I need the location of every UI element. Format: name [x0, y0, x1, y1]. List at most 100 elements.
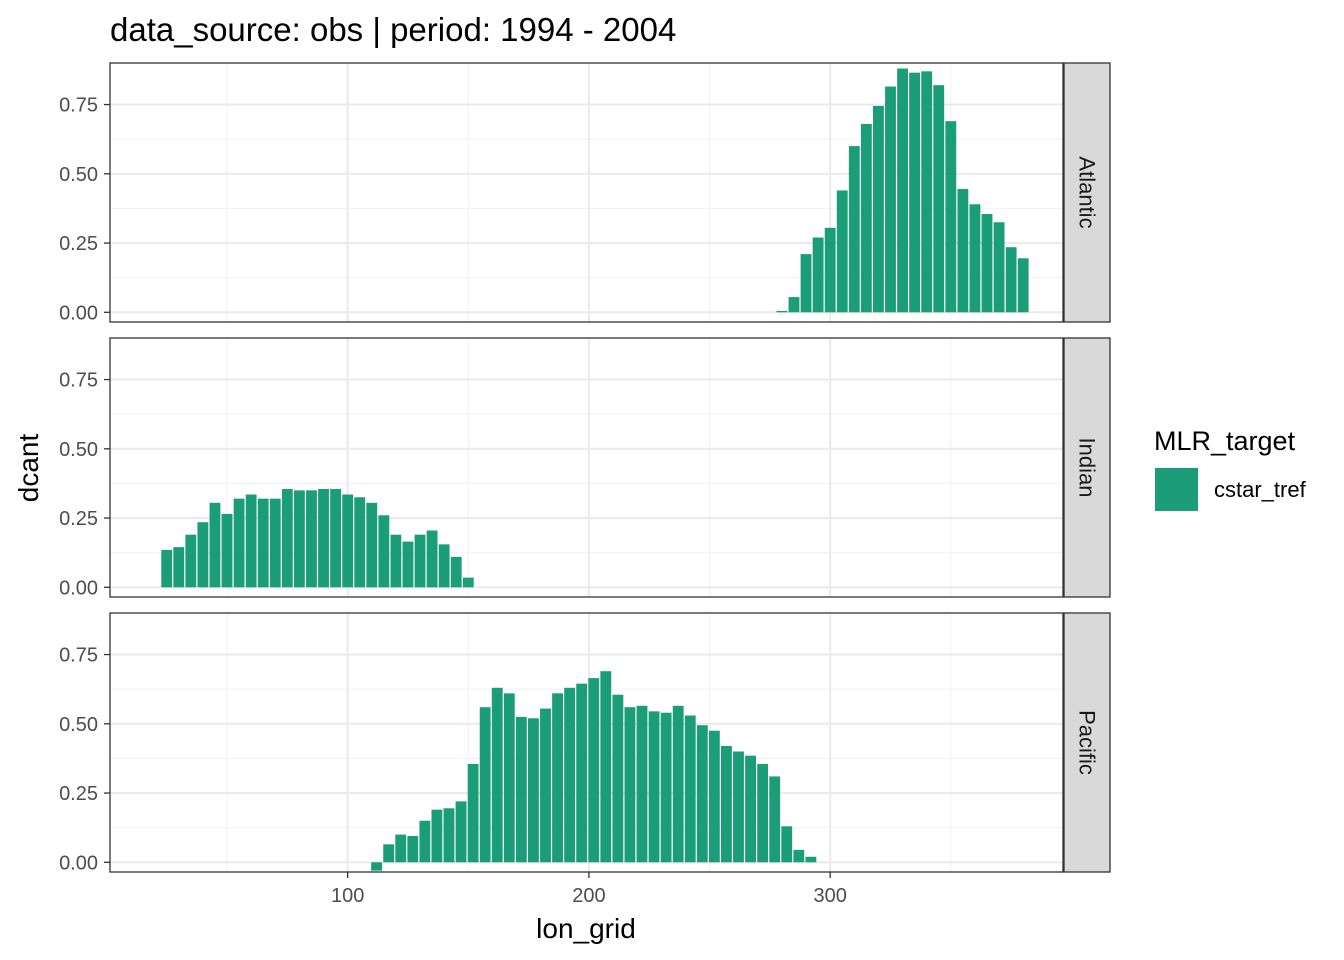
bar — [395, 834, 407, 863]
bar — [330, 488, 342, 588]
bar — [269, 498, 281, 588]
bar — [426, 530, 438, 588]
facet-strip-indian: Indian — [1063, 337, 1111, 598]
legend: MLR_target cstar_tref — [1154, 426, 1307, 511]
panel-pacific: 0.00 0.25 0.50 0.75 Pacific — [59, 612, 1111, 874]
bar — [197, 522, 209, 588]
bar — [527, 718, 539, 863]
y-axis-indian: 0.00 0.25 0.50 0.75 — [59, 370, 110, 599]
x-tick-label: 300 — [813, 885, 846, 907]
bar — [612, 694, 624, 863]
panel-atlantic: 0.00 0.25 0.50 0.75 Atlantic — [59, 62, 1111, 324]
bar — [788, 297, 800, 313]
bar — [576, 683, 588, 863]
bar — [390, 534, 402, 588]
x-axis: 100 200 300 — [331, 872, 847, 907]
bar — [233, 498, 245, 588]
bar — [696, 725, 708, 863]
bar — [909, 72, 921, 313]
bar — [684, 715, 696, 863]
bar — [921, 71, 933, 313]
chart-title: data_source: obs | period: 1994 - 2004 — [110, 11, 676, 48]
y-axis-atlantic: 0.00 0.25 0.50 0.75 — [59, 95, 110, 324]
bar — [757, 763, 769, 863]
bar — [431, 809, 443, 863]
x-axis-label: lon_grid — [536, 913, 636, 944]
facet-strip-pacific: Pacific — [1063, 612, 1111, 873]
bar — [221, 513, 233, 588]
y-tick-label: 0.00 — [59, 302, 98, 324]
bar — [781, 826, 793, 863]
bar — [1017, 258, 1029, 313]
bar — [462, 577, 474, 588]
bar — [745, 755, 756, 863]
bar — [552, 693, 563, 863]
legend-title: MLR_target — [1154, 426, 1296, 456]
facet-strip-atlantic: Atlantic — [1063, 62, 1111, 323]
bar — [848, 146, 860, 313]
bar — [443, 808, 455, 863]
bar — [161, 549, 173, 588]
bar — [897, 68, 908, 313]
bar — [185, 534, 197, 588]
bars-pacific — [371, 671, 817, 871]
bar — [491, 687, 503, 863]
bar — [354, 497, 366, 588]
legend-key — [1155, 468, 1198, 511]
bar — [733, 751, 744, 863]
bar — [419, 820, 431, 863]
bar — [648, 711, 660, 863]
y-tick-label: 0.25 — [59, 233, 98, 255]
bar — [933, 85, 945, 313]
y-axis-label: dcant — [13, 434, 44, 503]
bar — [805, 856, 817, 863]
bar — [366, 502, 378, 588]
gridlines — [110, 338, 1063, 597]
bar — [957, 189, 969, 313]
bar — [769, 776, 781, 863]
x-tick-label: 200 — [572, 885, 605, 907]
y-tick-label: 0.50 — [59, 164, 98, 186]
bar — [636, 705, 648, 863]
bar — [378, 515, 390, 588]
bar — [672, 705, 684, 863]
bar — [600, 671, 612, 863]
bar — [793, 849, 805, 863]
bars-indian — [161, 488, 474, 588]
bar — [873, 105, 884, 313]
y-tick-label: 0.00 — [59, 577, 98, 599]
bar — [467, 763, 479, 863]
bar — [540, 708, 551, 863]
bar — [318, 488, 329, 588]
bar — [293, 490, 305, 588]
bar — [885, 86, 896, 313]
bar — [860, 123, 872, 313]
bar — [800, 254, 812, 313]
facet-label: Pacific — [1075, 710, 1100, 775]
x-tick-label: 100 — [331, 885, 364, 907]
bar — [564, 687, 576, 863]
bar — [342, 494, 354, 588]
bar — [776, 310, 788, 313]
y-tick-label: 0.75 — [59, 370, 98, 392]
bar — [450, 556, 462, 588]
bar — [503, 693, 515, 863]
bar — [721, 745, 732, 863]
bar — [836, 190, 848, 313]
bar — [438, 544, 450, 588]
bar — [812, 237, 824, 313]
bar — [209, 502, 221, 588]
bar — [515, 716, 527, 863]
facet-label: Atlantic — [1075, 156, 1100, 228]
y-tick-label: 0.75 — [59, 95, 98, 117]
bar — [993, 222, 1005, 313]
facet-label: Indian — [1075, 438, 1100, 498]
bar — [306, 490, 317, 588]
bar — [945, 121, 957, 313]
y-tick-label: 0.25 — [59, 508, 98, 530]
bar — [708, 730, 720, 863]
bar — [173, 547, 185, 588]
bar — [624, 707, 636, 863]
bar — [1005, 247, 1017, 313]
